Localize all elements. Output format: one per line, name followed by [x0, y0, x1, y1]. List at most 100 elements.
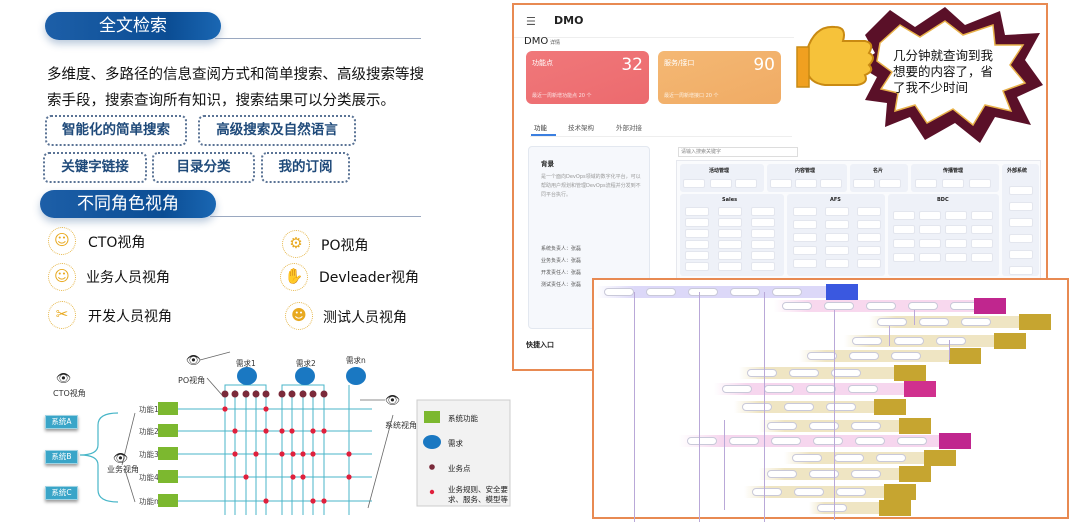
flow-node [767, 422, 797, 430]
flow-end-node [879, 500, 911, 516]
search-input[interactable]: 请输入搜索关键字 [678, 147, 798, 157]
tab-architecture[interactable]: 技术架构 [568, 124, 594, 132]
tab-external[interactable]: 外部对接 [616, 124, 642, 132]
rule-point [310, 498, 316, 504]
card-function-points[interactable]: 功能点 32 最近一周新增功能点 20 个 [526, 51, 649, 104]
card-footer: 最近一周新增功能点 20 个 [532, 93, 592, 99]
role-cto: CTO视角 [88, 235, 146, 251]
flow-node [813, 437, 843, 445]
feature-subscription: 我的订阅 [261, 152, 350, 183]
speech-bubble [796, 7, 1043, 143]
flow-node [908, 302, 938, 310]
legend-business-point-swatch [429, 464, 435, 470]
function-label: 功能2 [139, 427, 159, 436]
flow-node [782, 302, 812, 310]
feature-keyword-link: 关键字链接 [43, 152, 147, 183]
section-title-search: 全文检索 [45, 12, 221, 40]
flow-node [809, 422, 839, 430]
role-developer: 开发人员视角 [88, 309, 172, 325]
flow-end-node [939, 433, 971, 449]
dev-leader-icon: ✋ [280, 263, 308, 291]
system-map: 活动管理 内容管理 名片 传播管理 外部系统 Sales AFS BDC [676, 160, 1041, 280]
flow-node [919, 318, 949, 326]
rule-point [300, 474, 306, 480]
flow-node [807, 352, 837, 360]
eye-icon: 👁 [385, 393, 400, 407]
legend-function-swatch [424, 411, 440, 423]
role-devleader: Devleader视角 [319, 270, 420, 286]
rule-point [279, 428, 285, 434]
eye-icon: 👁 [56, 371, 71, 385]
function-box [158, 447, 178, 460]
tab-function[interactable]: 功能 [534, 124, 547, 132]
flow-end-node [826, 284, 858, 300]
section-title-roles: 不同角色视角 [40, 190, 216, 218]
tester-icon: ☻ [285, 302, 313, 330]
rule-point [290, 474, 296, 480]
flow-lane [759, 420, 929, 432]
legend-rule-swatch [429, 489, 435, 495]
rule-point [263, 406, 269, 412]
cto-view-label: CTO视角 [53, 389, 86, 398]
flow-node [852, 337, 882, 345]
flow-node [806, 385, 836, 393]
function-box [158, 470, 178, 483]
rule-point [263, 498, 269, 504]
rule-point [232, 451, 238, 457]
role-business: 业务人员视角 [86, 270, 170, 286]
feature-catalog: 目录分类 [152, 152, 255, 183]
flow-end-node [884, 484, 916, 500]
flow-node [742, 403, 772, 411]
legend-label: 业务规则、安全要求、服务、模型等 [448, 485, 508, 504]
card-footer: 最近一周新增接口 20 个 [664, 93, 719, 99]
flow-end-node [904, 381, 936, 397]
flow-node [851, 422, 881, 430]
business-point [231, 390, 239, 398]
flow-end-node [949, 348, 981, 364]
flow-end-node [899, 466, 931, 482]
rule-point [263, 428, 269, 434]
rule-point [346, 451, 352, 457]
divider [215, 38, 421, 39]
thumbs-up-icon [796, 25, 874, 88]
requirement-label: 需求n [346, 356, 366, 365]
menu-icon[interactable]: ☰ [526, 15, 536, 28]
card-services[interactable]: 服务/接口 90 最近一周新增接口 20 个 [658, 51, 781, 104]
flow-node [747, 369, 777, 377]
flow-node [604, 288, 634, 296]
flow-node [851, 470, 881, 478]
rule-point [222, 406, 228, 412]
rule-point [346, 474, 352, 480]
map-group: 名片 [873, 168, 884, 174]
background-title: 背景 [541, 160, 554, 168]
feature-simple-search: 智能化的简单搜索 [45, 115, 187, 146]
flow-node [688, 288, 718, 296]
flow-node [897, 437, 927, 445]
flow-node [855, 437, 885, 445]
map-group: 传播管理 [943, 168, 964, 174]
flow-lane [596, 286, 856, 298]
business-point [288, 390, 296, 398]
function-label: 功能3 [139, 450, 159, 459]
business-point [278, 390, 286, 398]
page-title: DMO [524, 36, 549, 47]
card-value: 32 [621, 55, 643, 75]
requirement-label: 需求2 [296, 359, 316, 368]
bracket [79, 412, 119, 503]
map-group: AFS [830, 197, 841, 203]
rule-point [321, 498, 327, 504]
legend-requirement-swatch [423, 435, 441, 449]
flow-node [831, 369, 861, 377]
eye-icon: 👁 [113, 451, 128, 465]
flow-end-node [874, 399, 906, 415]
flow-node [891, 352, 921, 360]
system-box: 系统A [45, 415, 78, 429]
rule-point [310, 428, 316, 434]
flow-node [730, 288, 760, 296]
dmo-app-screenshot: ☰ DMO DMO 详情 功能点 32 最近一周新增功能点 20 个 服务/接口… [512, 3, 1048, 371]
flow-node [646, 288, 676, 296]
function-label: 功能n [139, 497, 159, 506]
business-point [252, 390, 260, 398]
legend-label: 业务点 [448, 464, 471, 473]
map-group: 外部系统 [1007, 168, 1028, 174]
